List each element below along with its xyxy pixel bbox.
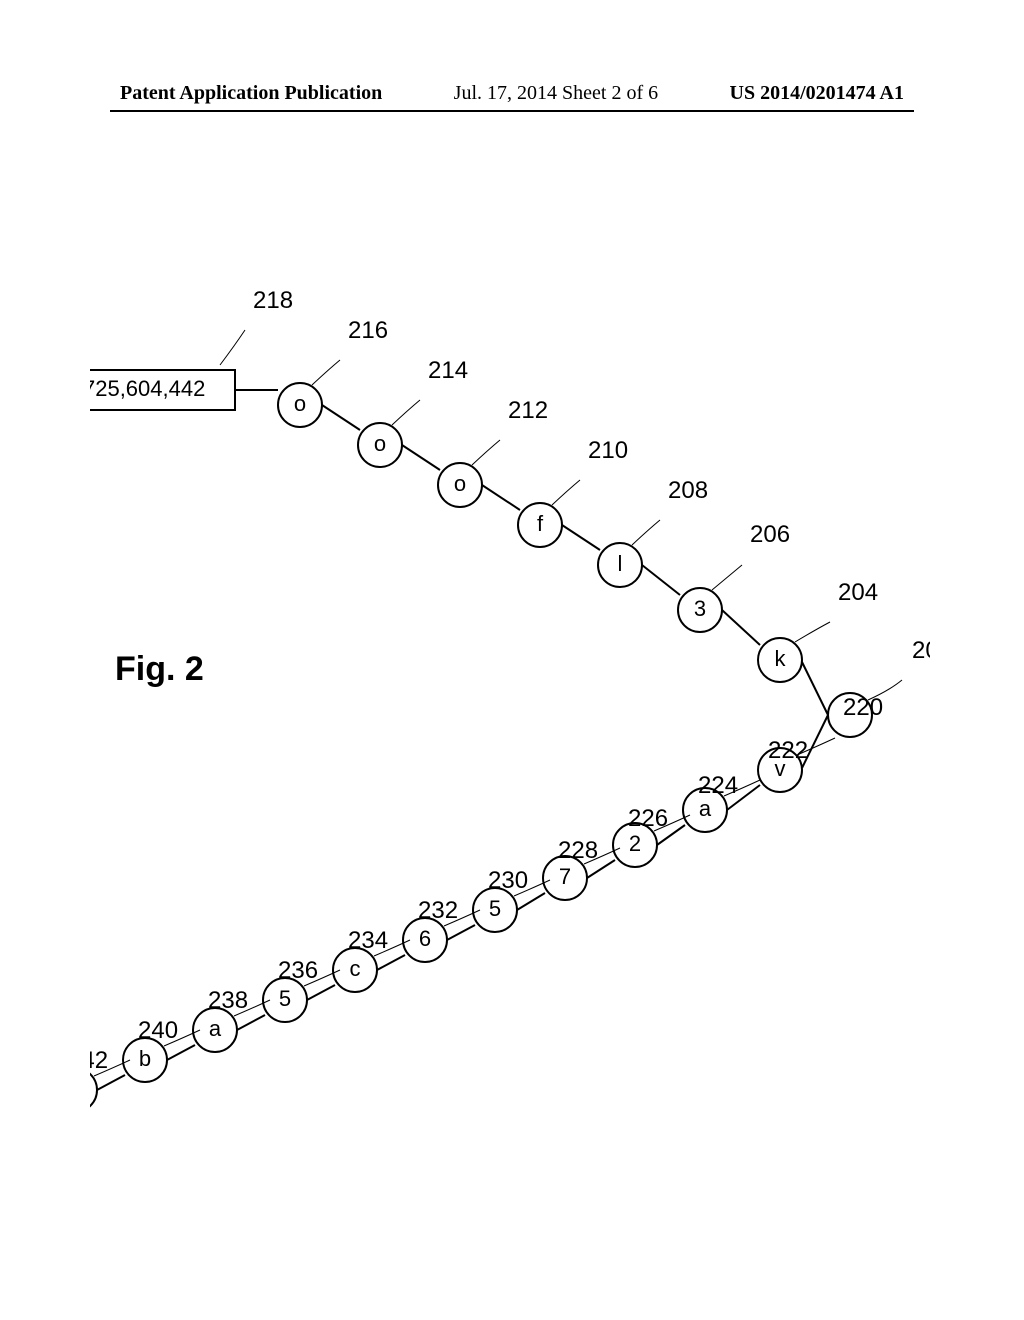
edge-232-234 xyxy=(307,985,335,1000)
svg-text:214: 214 xyxy=(428,357,468,384)
svg-text:b: b xyxy=(139,1046,151,1071)
header-sheet-info: Jul. 17, 2014 Sheet 2 of 6 xyxy=(454,82,658,105)
svg-text:a: a xyxy=(209,1016,222,1041)
header-publication-type: Patent Application Publication xyxy=(120,82,382,105)
node-202-root: 202 xyxy=(828,637,930,737)
node-212: o 212 xyxy=(438,397,548,507)
svg-text:204: 204 xyxy=(838,579,878,606)
node-208: l 208 xyxy=(598,477,708,587)
edge-238-240 xyxy=(97,1075,125,1090)
svg-text:242: 242 xyxy=(90,1047,108,1074)
svg-text:206: 206 xyxy=(750,521,790,548)
edge-206-208 xyxy=(642,565,680,595)
figure-rotated-group: 202 k 204 3 206 l xyxy=(90,287,930,1185)
svg-text:2: 2 xyxy=(629,831,641,856)
svg-text:k: k xyxy=(775,646,787,671)
edge-228-230 xyxy=(447,925,475,940)
node-204: k 204 xyxy=(758,579,878,682)
edge-208-210 xyxy=(562,525,600,550)
edge-204-206 xyxy=(722,610,760,645)
svg-text:2,725,604,442: 2,725,604,442 xyxy=(90,376,205,401)
svg-text:238: 238 xyxy=(208,987,248,1014)
svg-text:5: 5 xyxy=(279,986,291,1011)
svg-text:212: 212 xyxy=(508,397,548,424)
svg-text:202: 202 xyxy=(912,637,930,664)
svg-text:o: o xyxy=(374,431,386,456)
svg-text:l: l xyxy=(618,551,623,576)
figure-wrapper: 202 k 204 3 206 l xyxy=(90,180,930,1250)
svg-text:234: 234 xyxy=(348,927,388,954)
edge-234-236 xyxy=(237,1015,265,1030)
svg-text:228: 228 xyxy=(558,837,598,864)
node-214: o 214 xyxy=(358,357,468,467)
figure-caption: Fig. 2 xyxy=(115,650,204,688)
svg-text:210: 210 xyxy=(588,437,628,464)
node-210: f 210 xyxy=(518,437,628,547)
svg-text:6: 6 xyxy=(419,926,431,951)
page: Patent Application Publication Jul. 17, … xyxy=(0,0,1024,1320)
edge-214-216 xyxy=(322,405,360,430)
svg-text:226: 226 xyxy=(628,805,668,832)
svg-text:5: 5 xyxy=(489,896,501,921)
edge-230-232 xyxy=(377,955,405,970)
edge-226-228 xyxy=(517,893,545,910)
edge-root-204 xyxy=(802,662,828,715)
svg-text:216: 216 xyxy=(348,317,388,344)
svg-text:3: 3 xyxy=(694,596,706,621)
svg-text:208: 208 xyxy=(668,477,708,504)
page-header: Patent Application Publication Jul. 17, … xyxy=(0,82,1024,105)
svg-text:224: 224 xyxy=(698,772,738,799)
node-216: o 216 xyxy=(278,317,388,427)
svg-text:236: 236 xyxy=(278,957,318,984)
figure-svg: 202 k 204 3 206 l xyxy=(90,180,930,1250)
node-206: 3 206 xyxy=(678,521,790,632)
svg-text:222: 222 xyxy=(768,737,808,764)
svg-text:o: o xyxy=(454,471,466,496)
header-patent-number: US 2014/0201474 A1 xyxy=(730,82,904,105)
svg-text:o: o xyxy=(294,391,306,416)
edge-212-214 xyxy=(402,445,440,470)
leaf-218: 2,725,604,442 218 xyxy=(90,287,293,410)
svg-text:232: 232 xyxy=(418,897,458,924)
header-divider xyxy=(110,110,914,112)
svg-text:230: 230 xyxy=(488,867,528,894)
svg-text:218: 218 xyxy=(253,287,293,314)
svg-text:a: a xyxy=(699,796,712,821)
edge-210-212 xyxy=(482,485,520,510)
svg-text:240: 240 xyxy=(138,1017,178,1044)
svg-text:f: f xyxy=(537,511,544,536)
svg-text:c: c xyxy=(350,956,361,981)
edge-236-238 xyxy=(167,1045,195,1060)
svg-text:7: 7 xyxy=(559,864,571,889)
svg-text:220: 220 xyxy=(843,694,883,721)
